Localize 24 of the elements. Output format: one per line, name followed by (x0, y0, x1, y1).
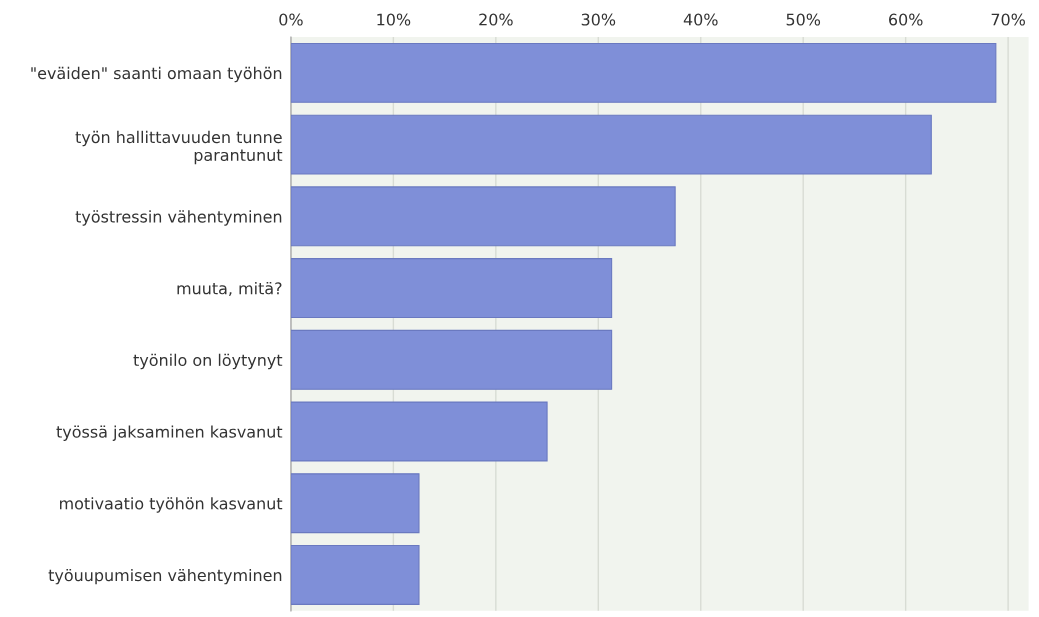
y-tick-label: työstressin vähentyminen (75, 210, 282, 226)
y-tick-label: muuta, mitä? (177, 281, 282, 296)
x-tick-label: 60% (889, 13, 923, 26)
y-tick-label: työnilo on löytynyt (133, 353, 283, 370)
bar (290, 186, 676, 247)
bar (290, 42, 997, 103)
y-tick-label: "eväiden" saanti omaan työhön (31, 66, 282, 83)
y-tick-label: työssä jaksaminen kasvanut (56, 425, 283, 441)
y-tick-label: motivaatio työhön kasvanut (60, 497, 283, 513)
bar (290, 114, 932, 175)
bar (290, 545, 420, 605)
y-tick-label: työn hallittavuuden tunne parantunut (75, 130, 283, 165)
x-tick-label: 70% (991, 13, 1025, 26)
bar (290, 401, 548, 462)
x-tick-label: 0% (279, 13, 303, 26)
bar (290, 473, 420, 534)
x-tick-label: 50% (786, 13, 821, 26)
bar (290, 329, 613, 390)
x-tick-label: 10% (377, 13, 411, 26)
x-tick-label: 30% (581, 13, 616, 26)
y-tick-label: työuupumisen vähentyminen (48, 568, 282, 585)
bar (290, 258, 613, 319)
x-tick-label: 20% (479, 13, 513, 26)
x-tick-label: 40% (683, 13, 718, 26)
